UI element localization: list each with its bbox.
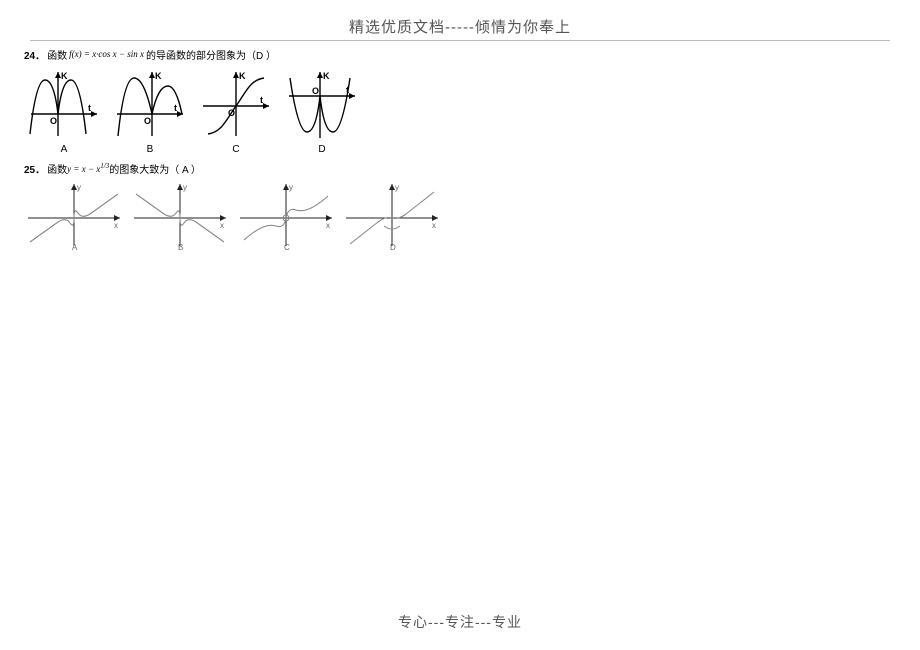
- q24-graph-d: K t O D: [282, 66, 362, 155]
- svg-text:x: x: [432, 221, 436, 230]
- svg-text:y: y: [183, 183, 187, 192]
- q25-formula: y = x − x1/3: [67, 162, 109, 174]
- q24-prefix: 函数: [47, 47, 67, 62]
- q24-graph-b: K t O B: [110, 66, 190, 155]
- svg-text:y: y: [77, 183, 81, 192]
- q24-num: 24．: [24, 47, 45, 62]
- q24-label-b: B: [110, 144, 190, 155]
- svg-text:C: C: [284, 243, 290, 252]
- svg-text:x: x: [326, 221, 330, 230]
- svg-text:t: t: [174, 103, 177, 113]
- q24-graph-a: K t O A: [24, 66, 104, 155]
- q25-graphs: y x A y x B: [24, 180, 896, 252]
- q25-prefix: 函数: [47, 161, 67, 176]
- svg-text:K: K: [155, 71, 162, 81]
- q24-label-d: D: [282, 144, 362, 155]
- svg-text:y: y: [289, 183, 293, 192]
- q24-text: 24． 函数 f(x) = x·cos x − sin x 的导函数的部分图象为…: [24, 47, 896, 62]
- q24-label-a: A: [24, 144, 104, 155]
- svg-text:K: K: [323, 71, 330, 81]
- q25-graph-b: y x B: [130, 180, 230, 252]
- q25-graph-a: y x A: [24, 180, 124, 252]
- svg-text:D: D: [390, 243, 396, 252]
- q25-num: 25．: [24, 161, 45, 176]
- svg-text:K: K: [239, 71, 246, 81]
- svg-text:O: O: [144, 116, 151, 126]
- q25-suffix: 的图象大致为（ A ）: [109, 161, 201, 176]
- svg-text:x: x: [114, 221, 118, 230]
- q24-graph-c: K t O C: [196, 66, 276, 155]
- svg-text:y: y: [395, 183, 399, 192]
- origin: O: [50, 116, 57, 126]
- q24-formula: f(x) = x·cos x − sin x: [69, 49, 144, 59]
- page-header: 精选优质文档-----倾情为你奉上: [30, 0, 890, 41]
- svg-text:x: x: [220, 221, 224, 230]
- q24-graphs: K t O A K t O B: [24, 66, 896, 155]
- page-footer: 专心---专注---专业: [0, 612, 920, 632]
- svg-text:A: A: [72, 243, 78, 252]
- q25-graph-c: y x C: [236, 180, 336, 252]
- q25-graph-d: y x D: [342, 180, 442, 252]
- axis-t: t: [88, 103, 91, 113]
- q24-label-c: C: [196, 144, 276, 155]
- q25-text: 25． 函数 y = x − x1/3 的图象大致为（ A ）: [24, 161, 896, 176]
- svg-text:B: B: [178, 243, 183, 252]
- svg-text:O: O: [312, 86, 319, 96]
- axis-k: K: [61, 71, 68, 81]
- svg-text:t: t: [260, 95, 263, 105]
- content-area: 24． 函数 f(x) = x·cos x − sin x 的导函数的部分图象为…: [0, 47, 920, 252]
- q24-suffix: 的导函数的部分图象为（D ）: [146, 47, 276, 62]
